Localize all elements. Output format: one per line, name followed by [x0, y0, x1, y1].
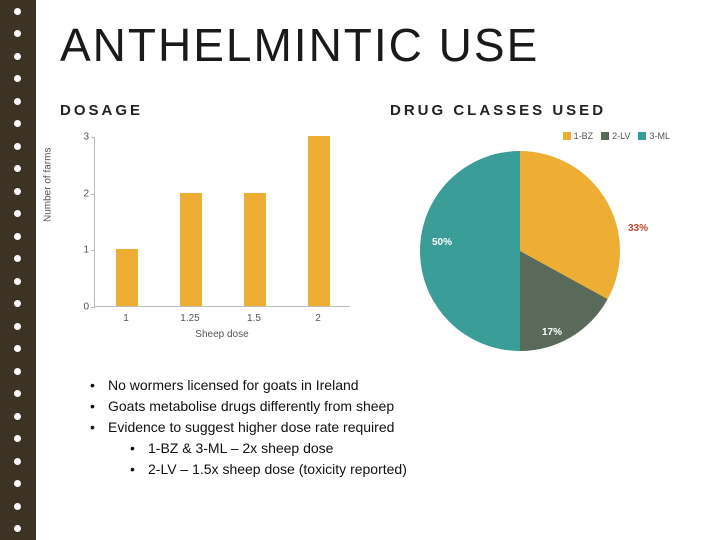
pie-slice-label: 33%	[628, 223, 648, 234]
legend-label: 2-LV	[612, 131, 630, 141]
bullet-list: No wormers licensed for goats in Ireland…	[90, 375, 710, 480]
drug-classes-column: DRUG CLASSES USED 1-BZ 2-LV 3-ML 33% 17% 50%	[380, 102, 710, 357]
legend-item: 3-ML	[638, 131, 670, 141]
pie-slice-label: 17%	[542, 327, 562, 338]
bar-xtick: 1.5	[247, 313, 261, 324]
drug-classes-pie-chart	[420, 151, 620, 351]
page-title: ANTHELMINTIC USE	[60, 18, 710, 72]
bar-ytick: 2	[67, 188, 89, 199]
legend-item: 1-BZ	[563, 131, 594, 141]
legend-swatch	[601, 132, 609, 140]
subhead-drug-classes: DRUG CLASSES USED	[390, 102, 710, 119]
legend-swatch	[563, 132, 571, 140]
pie-slice	[420, 151, 520, 351]
bullet-item: No wormers licensed for goats in Ireland	[90, 375, 710, 396]
bar-ytick: 3	[67, 132, 89, 143]
charts-row: DOSAGE Number of farms 0123 Sheep dose 1…	[50, 102, 710, 357]
bar-xtick: 1.25	[180, 313, 199, 324]
bar-ylabel: Number of farms	[43, 148, 54, 222]
pie-slice-label: 50%	[432, 237, 452, 248]
bar-xtick: 1	[123, 313, 129, 324]
bar-xlabel: Sheep dose	[94, 329, 350, 340]
bar	[116, 249, 138, 306]
bullet-sub-item: 1-BZ & 3-ML – 2x sheep dose	[130, 438, 710, 459]
pie-legend: 1-BZ 2-LV 3-ML	[563, 131, 670, 141]
bullet-item: Goats metabolise drugs differently from …	[90, 396, 710, 417]
slide-content: ANTHELMINTIC USE DOSAGE Number of farms …	[50, 0, 710, 540]
bar-ytick: 0	[67, 302, 89, 313]
bar	[180, 193, 202, 306]
pie-chart-wrap: 1-BZ2-LV3-ML 33%17%50%	[380, 137, 680, 357]
legend-label: 3-ML	[649, 131, 670, 141]
dosage-column: DOSAGE Number of farms 0123 Sheep dose 1…	[50, 102, 380, 357]
bar-plot-area: 0123	[94, 137, 350, 307]
legend-item: 2-LV	[601, 131, 630, 141]
bullet-sub-item: 2-LV – 1.5x sheep dose (toxicity reporte…	[130, 459, 710, 480]
legend-swatch	[638, 132, 646, 140]
legend-label: 1-BZ	[574, 131, 594, 141]
bar	[308, 136, 330, 306]
bar	[244, 193, 266, 306]
dosage-bar-chart: Number of farms 0123 Sheep dose 11.251.5…	[60, 137, 360, 337]
bar-xtick: 2	[315, 313, 321, 324]
bullet-item: Evidence to suggest higher dose rate req…	[90, 417, 710, 438]
decorative-left-band	[0, 0, 36, 540]
subhead-dosage: DOSAGE	[60, 102, 380, 119]
bar-ytick: 1	[67, 245, 89, 256]
